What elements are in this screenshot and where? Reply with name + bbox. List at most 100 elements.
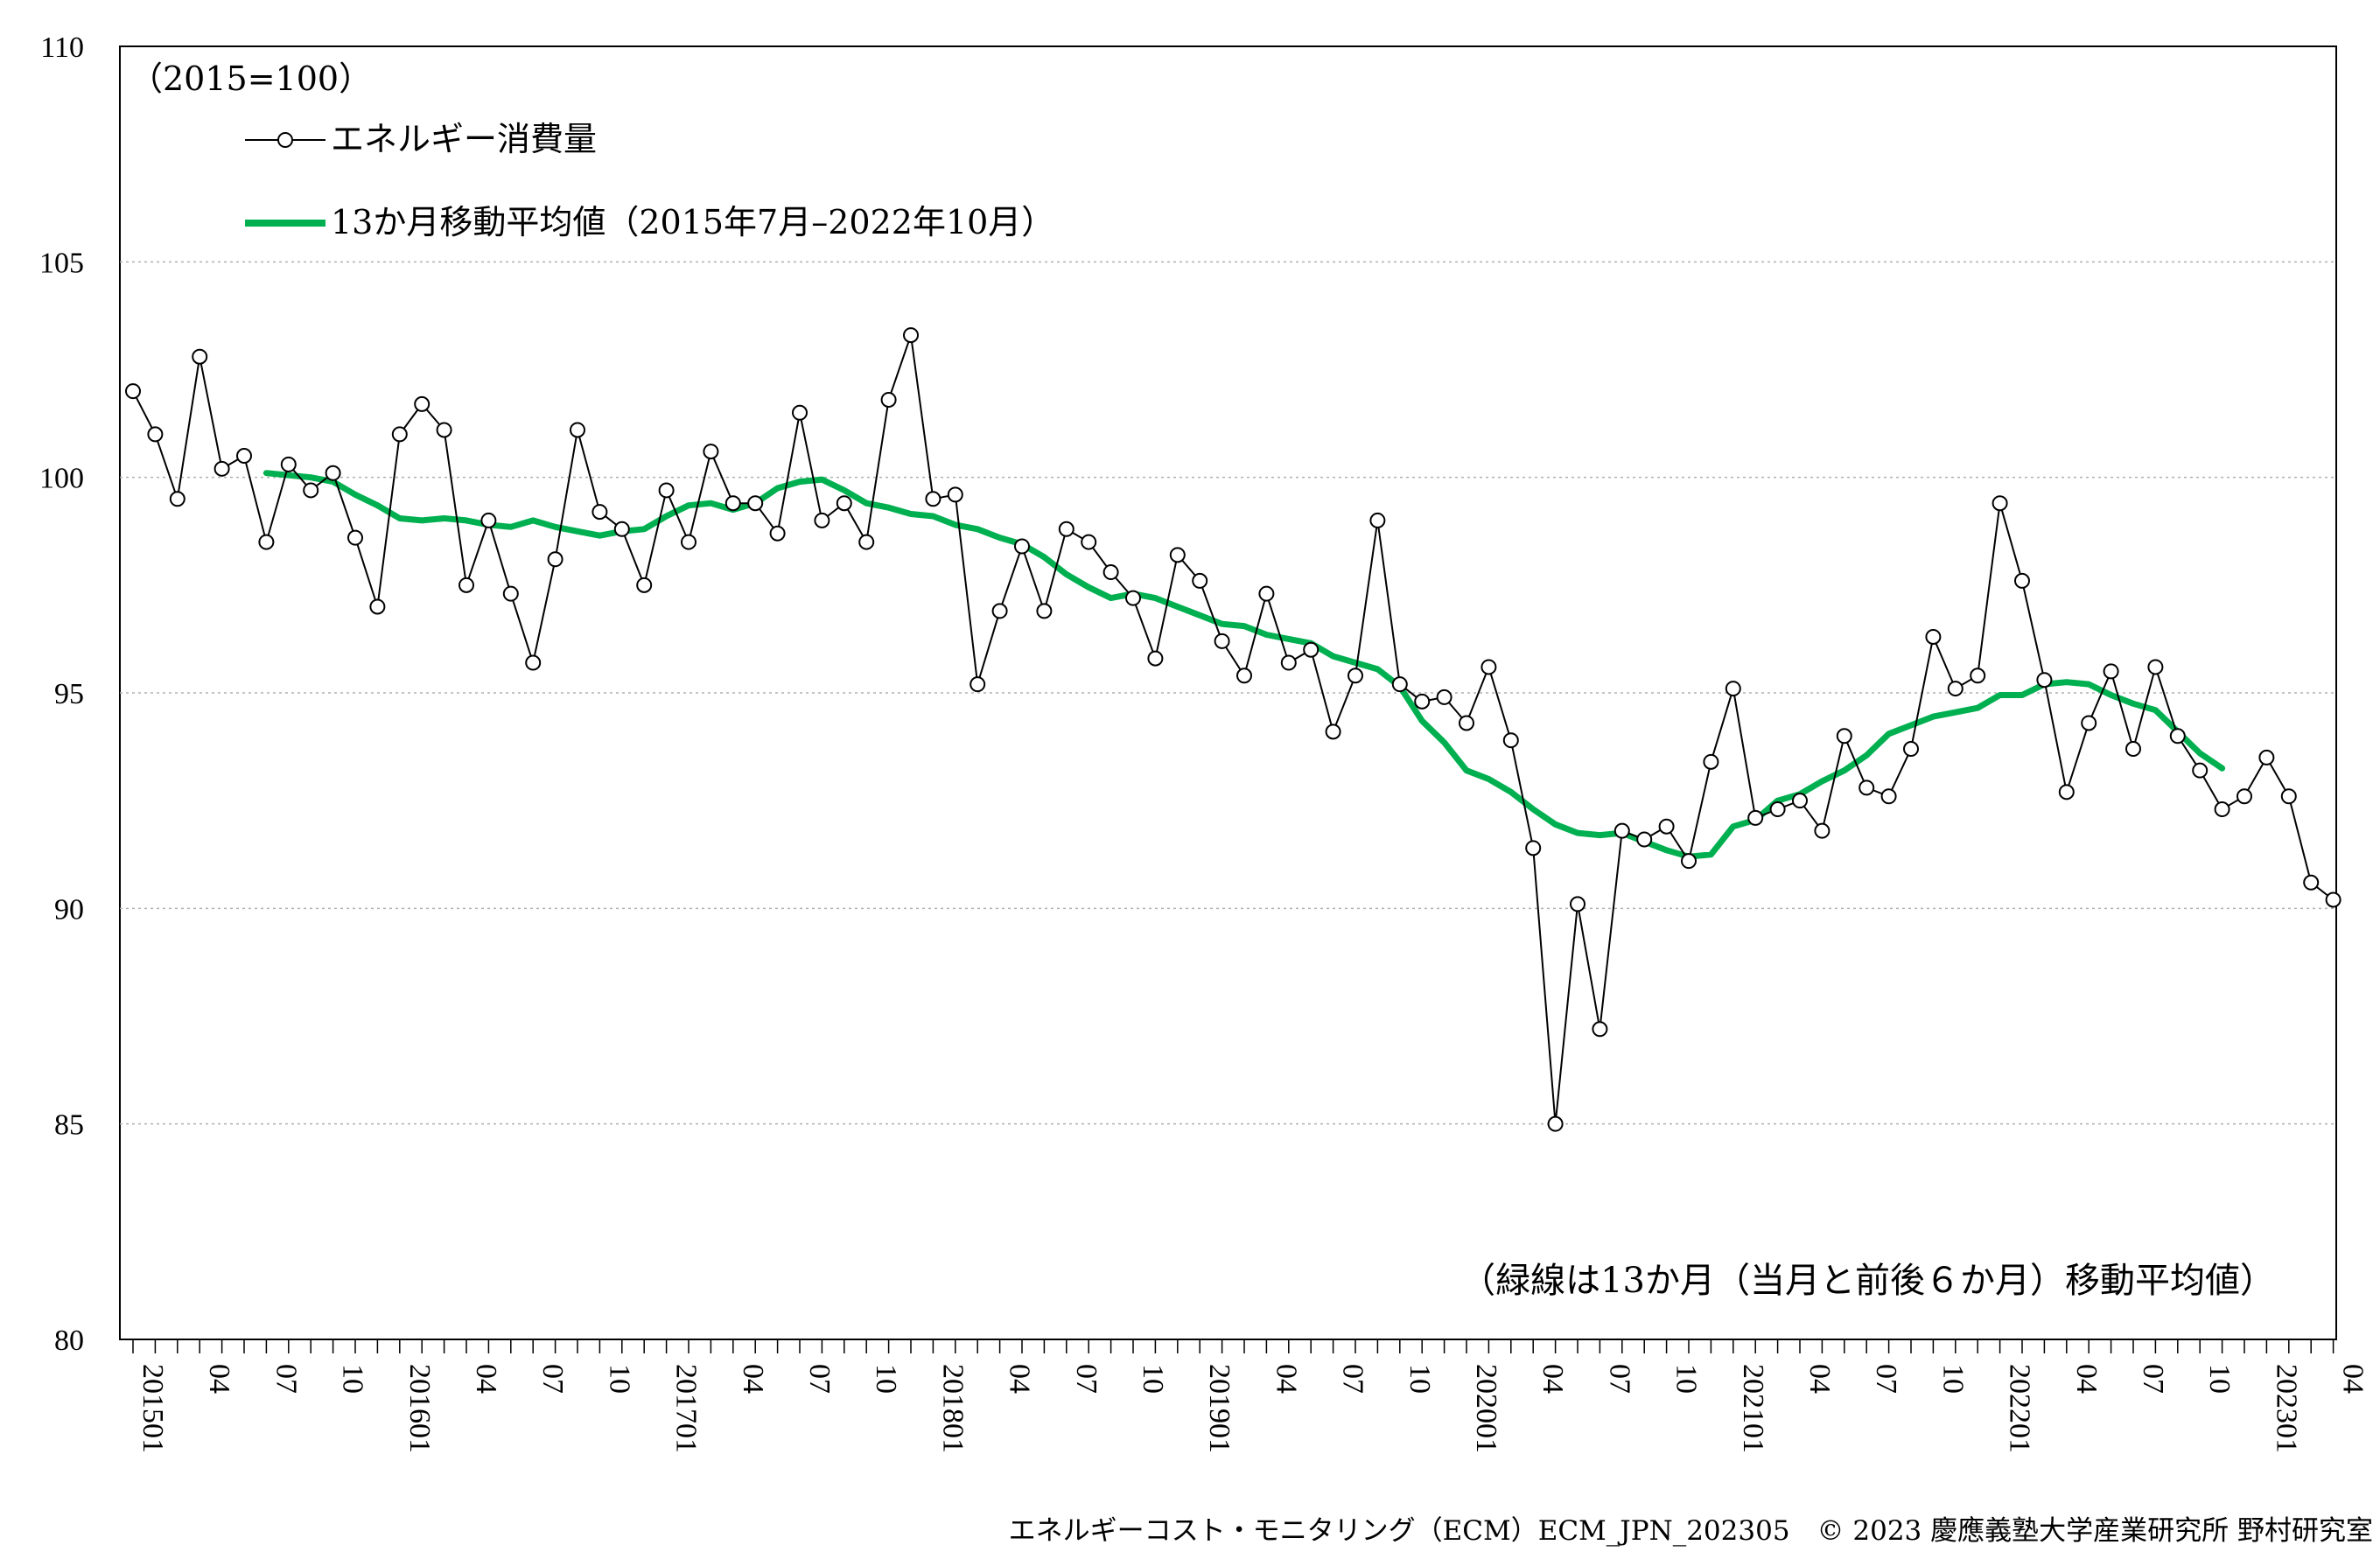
data-point: [1903, 741, 1919, 758]
unit-note: （2015=100）: [130, 59, 372, 98]
data-point: [1081, 534, 1097, 550]
data-point: [903, 327, 919, 344]
x-tick-label: 07: [536, 1364, 569, 1394]
x-tick-label: 04: [2070, 1364, 2103, 1394]
data-point: [703, 444, 719, 460]
x-tick-label: 202001: [1470, 1364, 1502, 1453]
data-point: [1280, 654, 1297, 671]
data-point: [1303, 641, 1320, 658]
x-tick-label: 10: [1404, 1364, 1436, 1394]
data-point: [480, 512, 497, 528]
data-point: [1348, 668, 1363, 684]
data-point: [792, 404, 808, 421]
data-point: [2303, 874, 2320, 891]
moving-average-line: [262, 470, 2226, 860]
data-point: [1525, 840, 1542, 856]
x-tick-label: 10: [2203, 1364, 2236, 1394]
data-point: [214, 460, 230, 477]
data-point: [1769, 801, 1786, 818]
data-point: [2280, 788, 2297, 805]
footer-credit: エネルギーコスト・モニタリング（ECM）ECM_JPN_202305 © 202…: [1009, 1515, 2373, 1547]
energy-consumption-series: [125, 327, 2342, 1132]
x-tick-label: 07: [1337, 1364, 1369, 1394]
data-point: [1058, 521, 1074, 537]
data-point: [947, 486, 963, 503]
data-point: [1925, 628, 1942, 645]
y-tick-label: 105: [39, 247, 84, 279]
data-point: [1192, 572, 1208, 589]
x-tick-label: 04: [2337, 1364, 2370, 1394]
data-point: [1325, 724, 1341, 740]
x-tick-label: 201901: [1203, 1364, 1236, 1453]
x-tick-label: 07: [1603, 1364, 1635, 1394]
data-point: [1992, 495, 2008, 512]
data-point: [414, 395, 430, 412]
data-point: [1214, 633, 1230, 649]
data-point: [280, 456, 297, 472]
data-point: [1391, 676, 1408, 693]
data-point: [1614, 822, 1630, 839]
data-point: [1436, 689, 1452, 705]
data-point: [258, 534, 275, 550]
data-point: [724, 495, 741, 512]
x-tick-label: 202301: [2270, 1364, 2302, 1453]
x-tick-label: 07: [803, 1364, 836, 1394]
y-axis-ticks: 80 85 90 95 100 105 110: [39, 31, 84, 1357]
y-tick-label: 95: [54, 678, 84, 710]
data-point: [858, 534, 875, 550]
data-point: [502, 585, 519, 602]
data-point: [169, 491, 186, 507]
data-point: [1703, 753, 1719, 770]
legend-raw-marker: [277, 132, 293, 148]
data-point: [2236, 788, 2252, 805]
x-tick-label: 202101: [1737, 1364, 1769, 1453]
data-point: [547, 551, 564, 568]
data-point: [1970, 668, 1986, 684]
data-point: [236, 448, 252, 465]
x-tick-label: 04: [1004, 1364, 1036, 1394]
energy-consumption-line: [132, 334, 2334, 1124]
x-tick-label: 04: [1270, 1364, 1302, 1394]
data-point: [525, 654, 542, 671]
x-tick-label: 07: [2137, 1364, 2169, 1394]
data-point: [458, 577, 474, 593]
x-tick-label: 10: [603, 1364, 635, 1394]
data-point: [836, 495, 852, 512]
data-point: [436, 422, 452, 438]
data-point: [1014, 538, 1030, 555]
data-point: [1814, 822, 1830, 839]
data-point: [192, 348, 208, 365]
data-point: [970, 676, 986, 693]
x-tick-label: 07: [270, 1364, 302, 1394]
x-tick-label: 201701: [670, 1364, 703, 1453]
data-point: [1947, 681, 1964, 697]
data-point: [1414, 693, 1431, 710]
data-point: [1681, 853, 1697, 870]
x-tick-label: 10: [870, 1364, 902, 1394]
data-point: [2036, 672, 2053, 689]
data-point: [681, 534, 696, 550]
data-point: [991, 603, 1008, 619]
y-tick-label: 90: [54, 893, 84, 926]
x-tick-label: 10: [1137, 1364, 1169, 1394]
data-point: [325, 465, 341, 481]
data-point: [1102, 564, 1119, 581]
y-tick-label: 100: [39, 463, 84, 495]
data-point: [2258, 749, 2275, 766]
gridlines: [120, 261, 2336, 1125]
x-tick-label: 201801: [936, 1364, 969, 1453]
data-point: [592, 504, 608, 521]
moving-average-series: [262, 470, 2226, 860]
data-point: [2214, 801, 2230, 818]
data-point: [2192, 762, 2208, 779]
x-tick-label: 07: [1070, 1364, 1102, 1394]
data-point: [2081, 715, 2097, 731]
x-tick-label: 201501: [136, 1364, 169, 1453]
data-point: [1369, 512, 1386, 528]
x-tick-label: 201601: [403, 1364, 436, 1453]
data-point: [747, 495, 764, 512]
data-point: [369, 598, 386, 615]
data-point: [613, 521, 630, 537]
y-tick-label: 80: [54, 1325, 84, 1357]
data-point: [1125, 590, 1141, 606]
